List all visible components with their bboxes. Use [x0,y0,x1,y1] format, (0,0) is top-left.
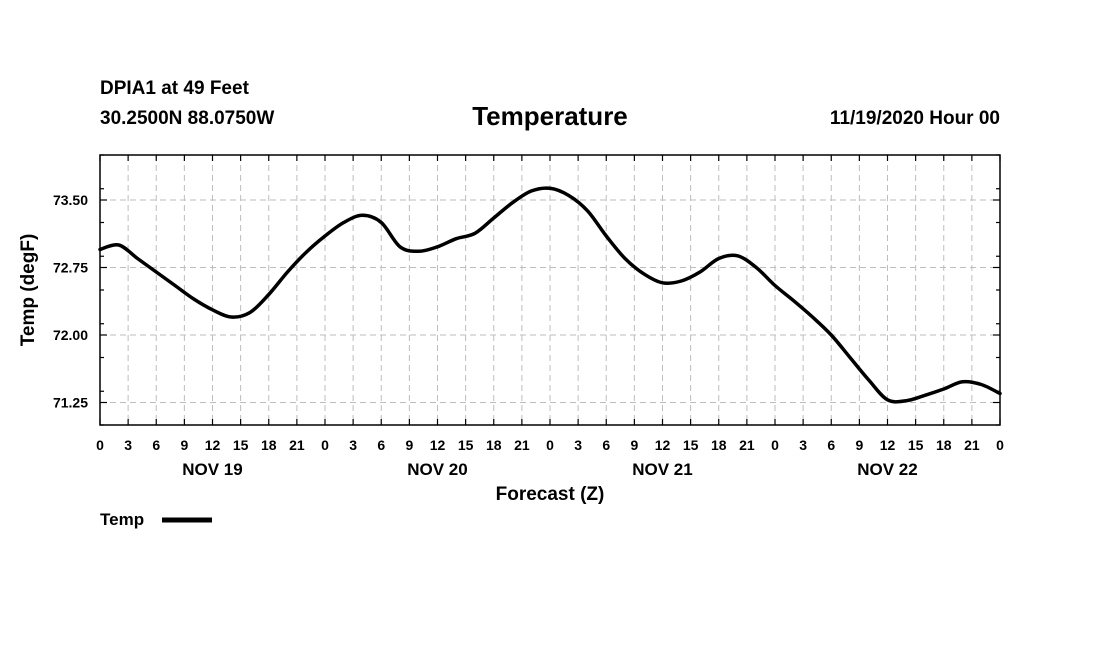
x-tick-label: 0 [546,437,554,453]
y-tick-labels: 71.25 72.00 72.75 73.50 [53,192,88,411]
x-tick-label: 0 [96,437,104,453]
datetime-label: 11/19/2020 Hour 00 [830,108,1000,129]
x-tick-label: 21 [739,437,755,453]
x-tick-label: 12 [880,437,896,453]
legend-label: Temp [100,510,144,529]
y-tick-label: 73.50 [53,192,88,208]
y-axis-label: Temp (degF) [18,234,39,347]
x-tick-label: 15 [458,437,474,453]
axis-ticks [99,154,1001,426]
day-labels: NOV 19 NOV 20 NOV 21 NOV 22 [182,460,917,479]
chart-title: Temperature [472,101,628,131]
day-label: NOV 20 [407,460,467,479]
x-tick-label: 3 [349,437,357,453]
x-axis-label: Forecast (Z) [496,484,605,505]
temp-series-line [98,186,1002,404]
y-tick-label: 72.00 [53,327,88,343]
x-tick-label: 15 [908,437,924,453]
x-tick-label: 15 [683,437,699,453]
x-tick-label: 21 [289,437,305,453]
x-tick-label: 6 [602,437,610,453]
x-tick-label: 9 [630,437,638,453]
coordinates-label: 30.2500N 88.0750W [100,108,274,129]
x-tick-label: 18 [711,437,727,453]
x-tick-label: 6 [827,437,835,453]
x-tick-label: 0 [771,437,779,453]
x-tick-label: 9 [855,437,863,453]
x-tick-label: 0 [996,437,1004,453]
y-tick-label: 72.75 [53,260,88,276]
x-tick-label: 3 [799,437,807,453]
day-label: NOV 19 [182,460,242,479]
x-tick-label: 18 [261,437,277,453]
y-tick-label: 71.25 [53,395,88,411]
x-tick-label: 12 [430,437,446,453]
day-label: NOV 22 [857,460,917,479]
x-tick-label: 0 [321,437,329,453]
x-tick-label: 3 [124,437,132,453]
x-tick-labels: 0 3 6 9 12 15 18 21 0 3 6 9 12 15 18 21 0 3 6 9 12 15 18 21 0 3 6 9… [96,437,1004,453]
x-tick-label: 18 [936,437,952,453]
x-tick-label: 3 [574,437,582,453]
x-tick-label: 9 [405,437,413,453]
x-tick-label: 12 [205,437,221,453]
x-tick-label: 9 [180,437,188,453]
x-tick-label: 18 [486,437,502,453]
x-tick-label: 6 [377,437,385,453]
x-tick-label: 12 [655,437,671,453]
gridlines [100,155,1000,425]
station-label: DPIA1 at 49 Feet [100,78,250,99]
x-tick-label: 15 [233,437,249,453]
x-tick-label: 21 [514,437,530,453]
day-label: NOV 21 [632,460,692,479]
x-tick-label: 6 [152,437,160,453]
x-tick-label: 21 [964,437,980,453]
